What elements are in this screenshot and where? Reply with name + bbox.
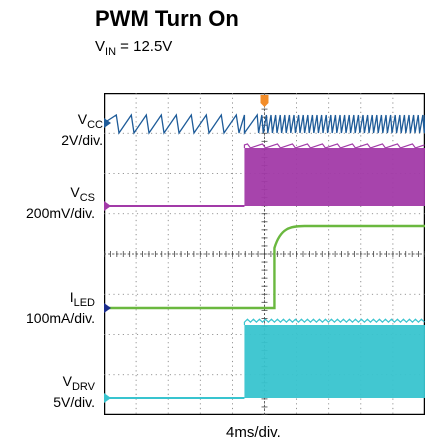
subtitle-value: = 12.5V: [116, 38, 173, 55]
trace-iled: [104, 224, 425, 310]
channel-symbol: V: [70, 184, 80, 200]
channel-marker-1: [104, 118, 111, 128]
chart-title: PWM Turn On: [95, 6, 239, 31]
chart-subtitle: VIN = 12.5V: [95, 38, 172, 58]
channel-name-vcc: VCC: [61, 112, 103, 133]
channel-symbol: V: [62, 373, 72, 389]
trace-vcs-switching: [244, 148, 425, 206]
channel-marker-4: [104, 303, 111, 313]
channel-markers: [104, 95, 269, 403]
channel-label-vdrv: VDRV 5V/div.: [53, 374, 95, 410]
channel-scale-vcc: 2V/div.: [61, 131, 103, 148]
channel-subscript: CC: [87, 118, 103, 131]
channel-label-iled: ILED 100mA/div.: [26, 290, 95, 326]
trace-vdrv-peaks: [243, 318, 425, 325]
channel-marker-3: [104, 201, 111, 211]
channel-label-vcc: VCC 2V/div.: [61, 112, 103, 148]
channel-name-vdrv: VDRV: [53, 374, 95, 395]
oscilloscope-plot: [104, 93, 425, 415]
trace-vcs-peaks: [243, 143, 425, 149]
trigger-marker: [260, 95, 269, 107]
traces: [104, 113, 425, 399]
channel-label-vcs: VCS 200mV/div.: [26, 185, 95, 221]
channel-subscript: LED: [73, 296, 95, 309]
channel-subscript: CS: [79, 191, 95, 204]
subtitle-symbol: V: [95, 38, 106, 55]
x-axis-label: 4ms/div.: [226, 424, 281, 441]
channel-symbol: I: [69, 289, 74, 305]
channel-symbol: V: [77, 111, 88, 127]
channel-subscript: DRV: [71, 380, 95, 393]
channel-scale-vdrv: 5V/div.: [53, 393, 95, 410]
channel-marker-2: [104, 393, 111, 403]
channel-name-iled: ILED: [26, 290, 95, 311]
subtitle-subscript: IN: [105, 46, 117, 58]
channel-scale-vcs: 200mV/div.: [26, 204, 95, 221]
channel-scale-iled: 100mA/div.: [26, 309, 95, 326]
trace-vdrv-switching: [244, 325, 425, 398]
channel-name-vcs: VCS: [26, 185, 95, 206]
trace-vcc: [104, 113, 425, 136]
